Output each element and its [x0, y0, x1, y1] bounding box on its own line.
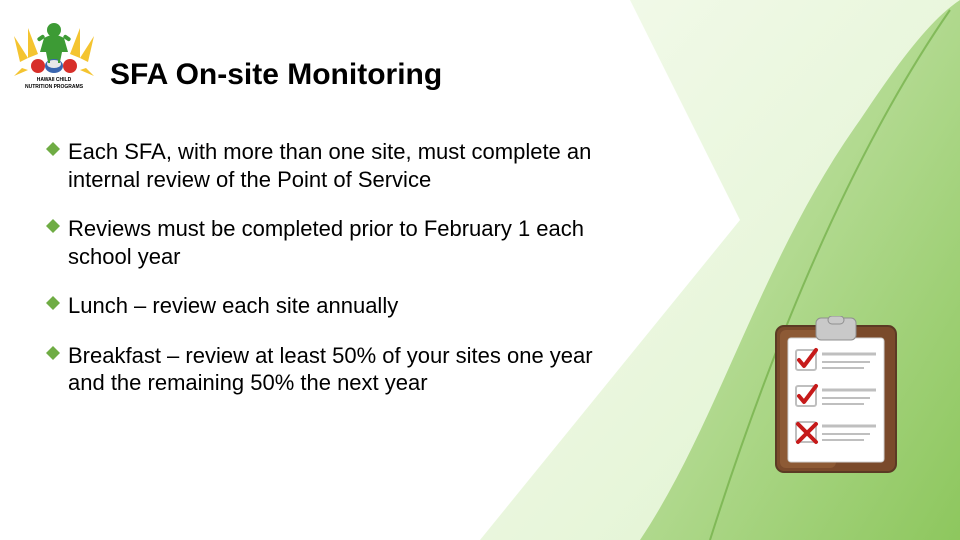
bullet-item: Lunch – review each site annually [46, 292, 596, 320]
bullet-item: Breakfast – review at least 50% of your … [46, 342, 596, 397]
bullet-marker-icon [46, 219, 60, 233]
bullet-marker-icon [46, 346, 60, 360]
bullet-item: Reviews must be completed prior to Febru… [46, 215, 596, 270]
bullet-item: Each SFA, with more than one site, must … [46, 138, 596, 193]
program-logo: HAWAII CHILD NUTRITION PROGRAMS [14, 18, 94, 92]
logo-text-2: NUTRITION PROGRAMS [25, 84, 84, 90]
bullet-text: Reviews must be completed prior to Febru… [68, 216, 584, 269]
slide: HAWAII CHILD NUTRITION PROGRAMS SFA On-s… [0, 0, 960, 540]
bullet-list: Each SFA, with more than one site, must … [46, 138, 596, 419]
clipboard-icon [772, 316, 900, 476]
logo-text-1: HAWAII CHILD [37, 77, 72, 83]
bullet-marker-icon [46, 142, 60, 156]
slide-title: SFA On-site Monitoring [110, 58, 442, 92]
bullet-text: Breakfast – review at least 50% of your … [68, 343, 593, 396]
logo-svg: HAWAII CHILD NUTRITION PROGRAMS [14, 18, 94, 92]
bullet-text: Lunch – review each site annually [68, 293, 398, 318]
bullet-text: Each SFA, with more than one site, must … [68, 139, 591, 192]
bullet-marker-icon [46, 296, 60, 310]
